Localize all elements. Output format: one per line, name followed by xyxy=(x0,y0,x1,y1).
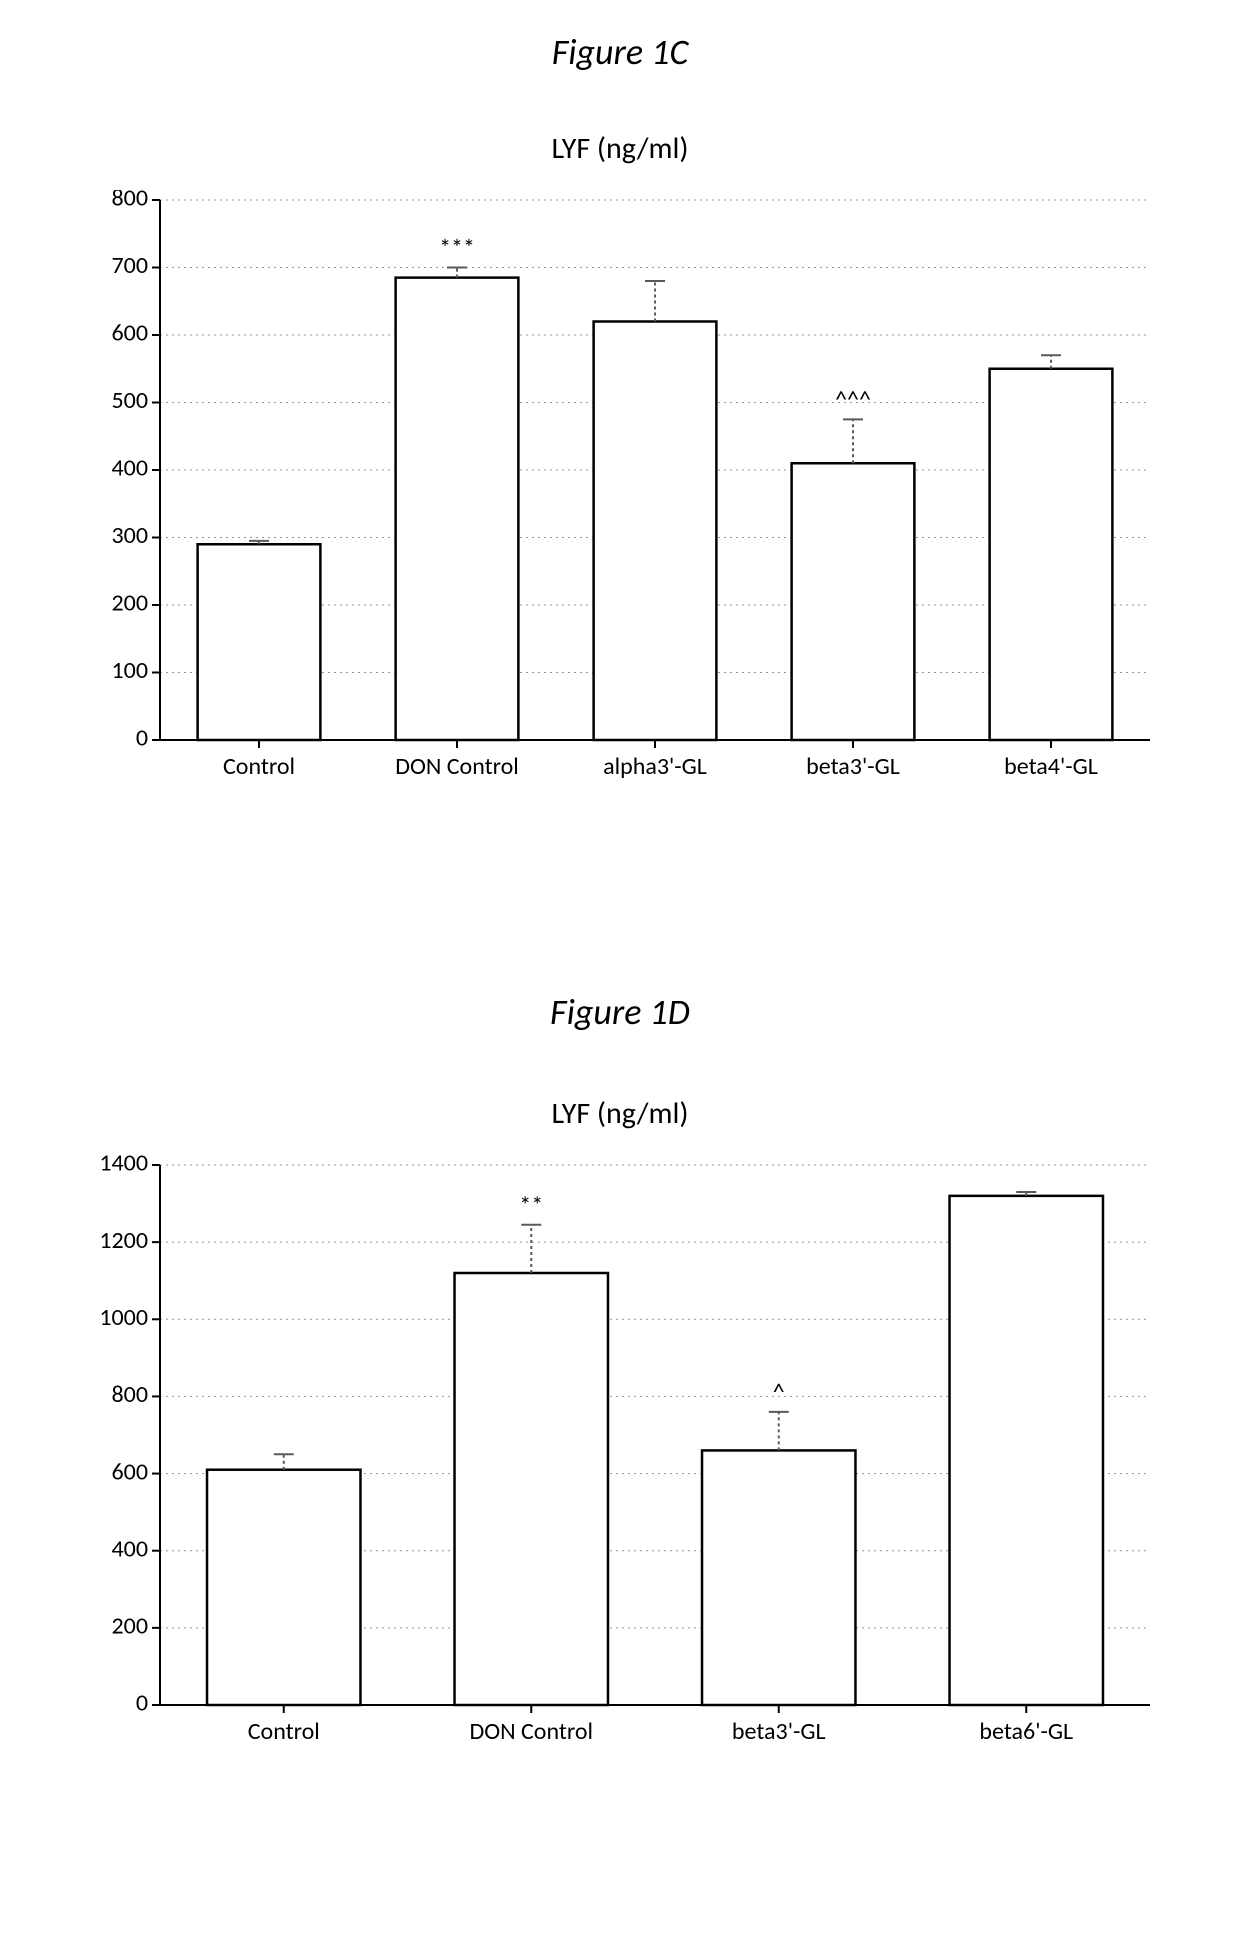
svg-text:**: ** xyxy=(519,1191,543,1220)
svg-text:600: 600 xyxy=(112,319,149,348)
svg-text:***: *** xyxy=(439,234,475,263)
page: Figure 1C LYF (ng/ml) 0 100 200 300 400 500 60… xyxy=(0,0,1240,1952)
svg-text:1400: 1400 xyxy=(99,1155,148,1178)
svg-text:200: 200 xyxy=(112,1612,149,1641)
svg-text:500: 500 xyxy=(112,386,149,415)
svg-text:DON Control: DON Control xyxy=(395,752,519,781)
svg-text:Control: Control xyxy=(248,1717,320,1746)
svg-text:beta6'-GL: beta6'-GL xyxy=(979,1717,1073,1746)
svg-text:700: 700 xyxy=(112,251,149,280)
figure-1c-label: Figure 1C xyxy=(0,30,1240,74)
svg-text:alpha3'-GL: alpha3'-GL xyxy=(603,752,707,781)
figure-1d-label: Figure 1D xyxy=(0,990,1240,1034)
svg-text:^^^: ^^^ xyxy=(835,385,871,414)
svg-text:^: ^ xyxy=(773,1378,785,1407)
svg-text:0: 0 xyxy=(136,1689,148,1718)
svg-text:200: 200 xyxy=(112,589,149,618)
svg-text:400: 400 xyxy=(112,454,149,483)
svg-text:800: 800 xyxy=(112,1380,149,1409)
svg-text:300: 300 xyxy=(112,521,149,550)
svg-text:1000: 1000 xyxy=(99,1303,148,1332)
chart-1c: 0 100 200 300 400 500 600 700 800 Control *** DON C… xyxy=(80,190,1160,795)
svg-text:beta3'-GL: beta3'-GL xyxy=(806,752,900,781)
svg-text:100: 100 xyxy=(112,656,149,685)
svg-text:600: 600 xyxy=(112,1457,149,1486)
svg-text:beta4'-GL: beta4'-GL xyxy=(1004,752,1098,781)
chart-1d: 0 200 400 600 800 1000 1200 1400 Control ** DON Co… xyxy=(80,1155,1160,1760)
svg-text:beta3'-GL: beta3'-GL xyxy=(732,1717,826,1746)
svg-text:0: 0 xyxy=(136,724,148,753)
svg-text:400: 400 xyxy=(112,1534,149,1563)
svg-text:1200: 1200 xyxy=(99,1226,148,1255)
svg-text:800: 800 xyxy=(112,190,149,213)
svg-text:Control: Control xyxy=(223,752,295,781)
chart-1c-title: LYF (ng/ml) xyxy=(0,130,1240,167)
chart-1d-title: LYF (ng/ml) xyxy=(0,1095,1240,1132)
svg-text:DON Control: DON Control xyxy=(469,1717,593,1746)
